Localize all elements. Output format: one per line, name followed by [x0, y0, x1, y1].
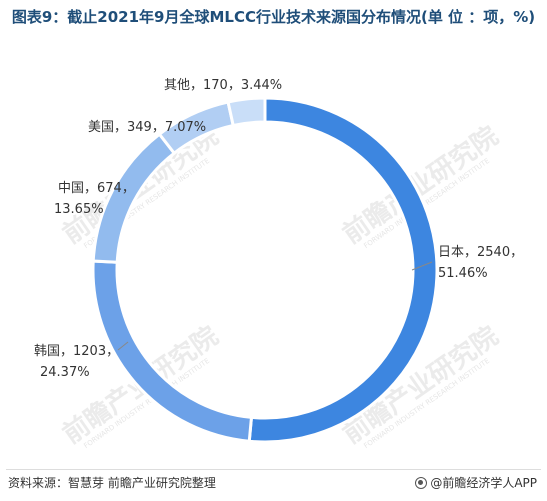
slice-label-line: 其他，170，3.44%: [164, 78, 282, 93]
slice-label-line: 中国，674，: [58, 181, 135, 196]
leader-line-0: [411, 261, 433, 271]
slice-label-0: 日本，2540， 51.46%: [438, 245, 523, 281]
slice-label-line: 13.65%: [54, 202, 104, 217]
footer-brand: @前瞻经济学人APP: [415, 474, 537, 491]
slice-label-line: 韩国，1203，: [34, 344, 119, 359]
chart-title: 图表9：截止2021年9月全球MLCC行业技术来源国分布情况(单 位 ：项，%): [11, 8, 536, 26]
slice-label-line: 51.46%: [438, 266, 488, 281]
slice-label-line: 日本，2540，: [438, 245, 523, 260]
slice-label-3: 美国，349，7.07%: [88, 120, 206, 135]
leader-lines: [117, 261, 433, 351]
brand-logo-icon: [415, 476, 428, 489]
slice-label-line: 美国，349，7.07%: [88, 120, 206, 135]
slice-label-1: 韩国，1203， 24.37%: [34, 344, 119, 380]
slice-label-2: 中国，674， 13.65%: [54, 181, 135, 217]
footer-source: 资料来源：智慧芽 前瞻产业研究院整理: [8, 476, 216, 490]
slice-labels: 日本，2540， 51.46% 韩国，1203， 24.37% 中国，674， 13.65…: [34, 78, 523, 380]
leader-line-1: [117, 341, 129, 351]
slice-label-4: 其他，170，3.44%: [164, 78, 282, 93]
donut-slices: [91, 96, 439, 444]
slice-label-line: 24.37%: [40, 365, 90, 380]
footer-brand-text: @前瞻经济学人APP: [430, 476, 537, 490]
slice-4: [226, 96, 267, 128]
footer-divider: [6, 469, 541, 470]
